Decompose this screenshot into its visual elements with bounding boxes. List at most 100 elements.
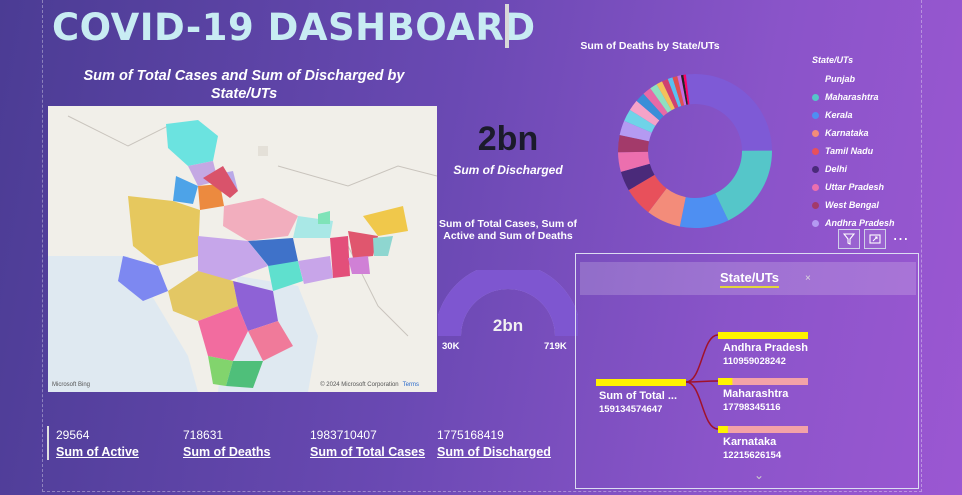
root-node-value: 159134574647 [599, 404, 663, 415]
child-node-bar-fill [718, 332, 808, 339]
terms-link[interactable]: Terms [402, 382, 419, 388]
state-telangana [233, 281, 278, 331]
card-deaths-value: 718631 [183, 428, 224, 442]
root-node-label[interactable]: Sum of Total ... [599, 390, 678, 402]
visual-header-toolbar: ⋯ [838, 229, 912, 249]
gauge-value: 2bn [492, 316, 524, 335]
state-jammu-kashmir [166, 120, 218, 166]
more-options-button[interactable]: ⋯ [890, 229, 912, 249]
legend-label: West Bengal [825, 200, 879, 210]
text-cursor [505, 4, 509, 48]
decomposition-tree[interactable]: State/UTs × Sum of Total ... 15913457464… [575, 253, 919, 489]
child-node-bar-bg [718, 378, 808, 385]
copyright-text: © 2024 Microsoft Corporation [320, 382, 399, 388]
legend-dot [812, 111, 819, 119]
decomposition-graphic [596, 332, 808, 433]
legend-item[interactable]: Kerala [812, 106, 922, 124]
legend-label: Karnataka [825, 128, 869, 138]
card-deaths: 718631 Sum of Deaths [183, 428, 271, 459]
gauge-title: Sum of Total Cases, Sum of Active and Su… [438, 218, 578, 242]
india-map[interactable]: + − Microsoft Bing © 2024 Microsoft Corp… [48, 106, 437, 392]
legend-item[interactable]: Punjab [812, 70, 922, 88]
child-node-label[interactable]: Maharashtra [723, 388, 789, 400]
close-level-icon[interactable]: × [805, 273, 811, 284]
legend-title: State/UTs [812, 55, 854, 65]
state-nagaland [373, 236, 393, 256]
map-copyright: © 2024 Microsoft Corporation Terms [320, 382, 419, 388]
decomposition-header-label[interactable]: State/UTs [720, 270, 779, 288]
card-separator [47, 426, 49, 460]
scroll-down-chevron-icon[interactable]: ⌄ [754, 468, 765, 482]
child-node-label[interactable]: Karnataka [723, 436, 777, 448]
state-kerala [208, 356, 233, 386]
card-total-cases: 1983710407 Sum of Total Cases [310, 428, 425, 459]
state-madhya-pradesh [198, 236, 268, 281]
state-chhattisgarh [268, 261, 303, 291]
focus-mode-icon [869, 234, 881, 244]
card-total-cases-value: 1983710407 [310, 428, 377, 442]
gauge-fill-arc [438, 270, 578, 337]
child-node-bar-bg [718, 426, 808, 433]
card-discharged-value: 1775168419 [437, 428, 504, 442]
state-punjab [173, 176, 198, 204]
card-deaths-label[interactable]: Sum of Deaths [183, 445, 271, 459]
legend-label: Andhra Pradesh [825, 218, 895, 228]
legend-label: Uttar Pradesh [825, 182, 885, 192]
map-graphic [48, 106, 437, 392]
discharged-kpi-label: Sum of Discharged [453, 163, 563, 177]
legend-dot [812, 201, 819, 209]
map-credit: Microsoft Bing [52, 382, 91, 388]
filter-button[interactable] [838, 229, 860, 249]
legend-label: Delhi [825, 164, 848, 174]
map-title: Sum of Total Cases and Sum of Discharged… [83, 68, 405, 102]
dashboard-title: COVID-19 DASHBOARD [52, 6, 536, 49]
legend-item[interactable]: Delhi [812, 160, 922, 178]
filter-icon [843, 233, 855, 245]
card-active: 29564 Sum of Active [56, 428, 139, 459]
state-assam [348, 231, 378, 258]
legend-item[interactable]: West Bengal [812, 196, 922, 214]
decomposition-header: State/UTs × [580, 262, 916, 295]
state-gujarat [118, 256, 168, 301]
legend-item[interactable]: Karnataka [812, 124, 922, 142]
state-sikkim [318, 211, 330, 224]
card-active-label[interactable]: Sum of Active [56, 445, 139, 459]
legend-label: Maharashtra [825, 92, 879, 102]
donut-chart[interactable] [610, 66, 780, 236]
legend-item[interactable]: Uttar Pradesh [812, 178, 922, 196]
discharged-kpi-card: 2bn Sum of Discharged [448, 120, 568, 177]
child-node-bar-fill [718, 378, 733, 385]
legend-item[interactable]: Andhra Pradesh [812, 214, 922, 232]
donut-slice-kerala [618, 74, 772, 228]
donut-slice-west-bengal [618, 74, 772, 228]
donut-legend: State/UTs Punjab Maharashtra Kerala Karnata… [812, 55, 922, 232]
legend-dot [812, 129, 819, 137]
state-tamil-nadu [226, 361, 263, 388]
state-jharkhand [248, 238, 298, 268]
gauge-chart[interactable] [438, 270, 578, 340]
state-delhi [203, 166, 238, 198]
state-andhra-pradesh [248, 321, 293, 361]
legend-label: Kerala [825, 110, 853, 120]
child-node-value: 17798345116 [723, 402, 781, 413]
card-total-cases-label[interactable]: Sum of Total Cases [310, 445, 426, 459]
legend-dot [812, 76, 819, 83]
state-west-bengal [330, 236, 350, 278]
state-rajasthan [128, 196, 200, 266]
child-node-value: 12215626154 [723, 450, 782, 461]
legend-dot [812, 147, 819, 155]
card-active-value: 29564 [56, 428, 90, 442]
legend-item[interactable]: Tamil Nadu [812, 142, 922, 160]
branch-connector [685, 334, 719, 383]
focus-mode-button[interactable] [864, 229, 886, 249]
card-discharged-label[interactable]: Sum of Discharged [437, 445, 551, 459]
branch-connector [685, 381, 719, 430]
gauge-max-label: 719K [544, 341, 567, 352]
state-maharashtra [168, 271, 238, 321]
state-uttar-pradesh [223, 198, 298, 241]
donut-title: Sum of Deaths by State/UTs [580, 40, 720, 52]
legend-item[interactable]: Maharashtra [812, 88, 922, 106]
child-node-label[interactable]: Andhra Pradesh [723, 342, 808, 354]
legend-dot [812, 183, 819, 191]
child-node-value: 110959028242 [723, 356, 786, 367]
